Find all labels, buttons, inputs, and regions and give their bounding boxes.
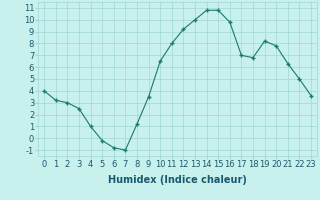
X-axis label: Humidex (Indice chaleur): Humidex (Indice chaleur) [108,175,247,185]
